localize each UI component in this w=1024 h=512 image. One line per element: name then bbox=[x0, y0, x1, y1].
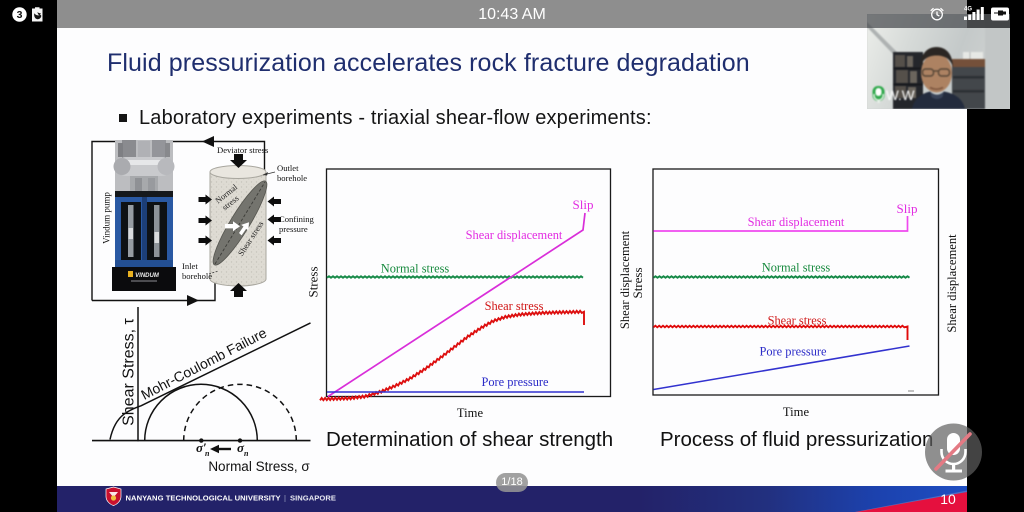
svg-text:borehole: borehole bbox=[277, 173, 307, 183]
svg-text:Time: Time bbox=[457, 406, 484, 420]
svg-text:Normal stress: Normal stress bbox=[381, 262, 450, 276]
svg-text:pressure: pressure bbox=[279, 224, 308, 234]
svg-text:|: | bbox=[284, 494, 286, 503]
svg-text:Shear Stress, τ: Shear Stress, τ bbox=[121, 317, 138, 425]
svg-text:Normal stress: Normal stress bbox=[762, 261, 831, 275]
svg-text:Shear displacement: Shear displacement bbox=[945, 234, 959, 333]
svg-text:n: n bbox=[205, 449, 210, 458]
svg-text:Shear stress: Shear stress bbox=[768, 314, 827, 328]
svg-text:Stress: Stress bbox=[630, 267, 645, 298]
svg-text:Confining: Confining bbox=[279, 214, 315, 224]
svg-text:n: n bbox=[244, 449, 249, 458]
svg-text:σ: σ bbox=[237, 440, 245, 455]
svg-text:Pore pressure: Pore pressure bbox=[481, 375, 549, 389]
svg-text:Pore pressure: Pore pressure bbox=[759, 345, 827, 359]
svg-text:W.W: W.W bbox=[886, 88, 915, 103]
svg-text:σ′: σ′ bbox=[196, 440, 207, 455]
svg-text:Shear displacement: Shear displacement bbox=[748, 215, 845, 229]
svg-text:Deviator stress: Deviator stress bbox=[217, 145, 269, 155]
svg-text:NANYANG TECHNOLOGICAL UNIVERSI: NANYANG TECHNOLOGICAL UNIVERSITY bbox=[126, 494, 281, 503]
svg-text:Shear stress: Shear stress bbox=[485, 299, 544, 313]
svg-text:Slip: Slip bbox=[573, 197, 594, 212]
svg-text:Mohr-Coulomb Failure: Mohr-Coulomb Failure bbox=[138, 324, 269, 403]
svg-text:Normal Stress, σ: Normal Stress, σ bbox=[208, 459, 310, 474]
svg-text:4G: 4G bbox=[964, 7, 972, 13]
svg-text:Stress: Stress bbox=[306, 266, 321, 297]
svg-text:3: 3 bbox=[17, 9, 23, 21]
svg-text:Slip: Slip bbox=[897, 201, 918, 216]
svg-text:10: 10 bbox=[940, 491, 956, 507]
svg-text:borehole: borehole bbox=[182, 271, 212, 281]
svg-text:Shear displacement: Shear displacement bbox=[618, 230, 632, 329]
svg-text:Shear displacement: Shear displacement bbox=[466, 228, 563, 242]
svg-text:SINGAPORE: SINGAPORE bbox=[290, 494, 336, 503]
svg-text:Outlet: Outlet bbox=[277, 163, 299, 173]
svg-text:Vindum pump: Vindum pump bbox=[102, 192, 112, 244]
svg-text:Time: Time bbox=[783, 405, 810, 419]
svg-text:Inlet: Inlet bbox=[182, 261, 198, 271]
svg-text:VINDUM: VINDUM bbox=[135, 273, 160, 279]
